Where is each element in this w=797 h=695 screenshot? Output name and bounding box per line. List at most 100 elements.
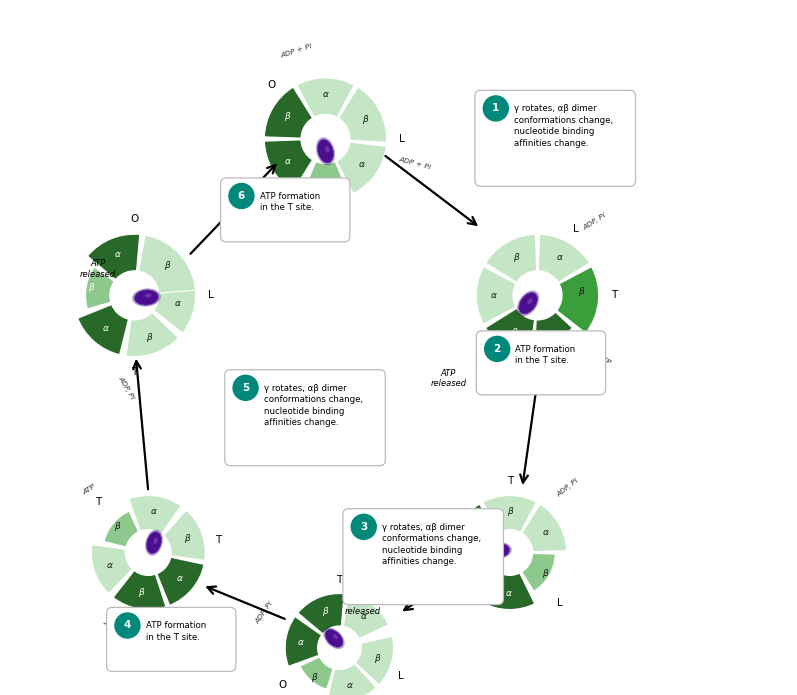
- Circle shape: [318, 626, 361, 669]
- Circle shape: [233, 375, 258, 400]
- Wedge shape: [104, 512, 139, 548]
- Text: ADP + Pi: ADP + Pi: [281, 42, 313, 58]
- Text: ATP formation
in the T site.: ATP formation in the T site.: [146, 621, 206, 641]
- Text: ADP, Pi: ADP, Pi: [583, 213, 607, 231]
- Wedge shape: [129, 496, 181, 535]
- Text: β: β: [512, 328, 517, 337]
- Text: ADP + Pi: ADP + Pi: [101, 619, 130, 646]
- Text: T: T: [336, 575, 343, 585]
- Ellipse shape: [325, 630, 343, 647]
- Wedge shape: [521, 504, 567, 552]
- Wedge shape: [521, 553, 556, 591]
- FancyBboxPatch shape: [225, 370, 385, 466]
- Wedge shape: [298, 594, 344, 635]
- Circle shape: [485, 336, 510, 361]
- Text: L: L: [399, 134, 405, 144]
- Text: T: T: [323, 211, 328, 220]
- Wedge shape: [296, 78, 354, 119]
- Wedge shape: [265, 140, 313, 191]
- Wedge shape: [485, 234, 536, 284]
- Text: ATP
released: ATP released: [80, 259, 116, 279]
- Text: T: T: [611, 291, 617, 300]
- Text: α: α: [556, 253, 563, 262]
- Text: T: T: [132, 367, 138, 377]
- Text: β: β: [362, 115, 367, 124]
- Wedge shape: [336, 142, 387, 193]
- Wedge shape: [337, 87, 387, 142]
- Text: ATP
released: ATP released: [430, 369, 466, 389]
- Wedge shape: [483, 496, 536, 534]
- Text: α: α: [359, 160, 364, 169]
- Text: ATP: ATP: [82, 483, 96, 496]
- Text: L: L: [573, 224, 579, 234]
- Text: β: β: [164, 261, 170, 270]
- FancyBboxPatch shape: [475, 90, 635, 186]
- Text: β: β: [322, 607, 328, 616]
- Ellipse shape: [528, 298, 532, 304]
- Text: 3: 3: [360, 522, 367, 532]
- Ellipse shape: [154, 538, 158, 544]
- Text: O: O: [434, 548, 442, 557]
- Text: β: β: [543, 569, 548, 578]
- Text: L: L: [398, 671, 404, 681]
- Text: β: β: [88, 284, 94, 292]
- Wedge shape: [139, 235, 195, 293]
- Text: α: α: [506, 589, 512, 598]
- Ellipse shape: [497, 547, 503, 550]
- Wedge shape: [483, 571, 535, 610]
- Text: O: O: [267, 80, 276, 90]
- Ellipse shape: [485, 542, 512, 559]
- Ellipse shape: [147, 532, 162, 554]
- Text: ADP, Pi: ADP, Pi: [556, 478, 579, 498]
- Circle shape: [483, 96, 508, 121]
- Text: ATP
released: ATP released: [344, 596, 380, 616]
- Text: β: β: [146, 332, 151, 341]
- Text: α: α: [490, 291, 497, 300]
- Text: T: T: [507, 476, 512, 486]
- Text: β: β: [184, 534, 190, 543]
- FancyBboxPatch shape: [343, 509, 504, 605]
- Text: α: α: [298, 638, 304, 647]
- Text: ATP formation
in the T site.: ATP formation in the T site.: [515, 345, 575, 365]
- Wedge shape: [538, 234, 589, 284]
- Ellipse shape: [324, 628, 344, 649]
- Circle shape: [513, 271, 562, 320]
- Circle shape: [110, 271, 159, 320]
- Wedge shape: [300, 656, 334, 689]
- Wedge shape: [328, 662, 376, 695]
- Wedge shape: [453, 553, 499, 601]
- Wedge shape: [88, 234, 139, 281]
- Text: α: α: [107, 562, 112, 571]
- Circle shape: [229, 183, 254, 208]
- Wedge shape: [556, 267, 599, 333]
- Ellipse shape: [145, 293, 151, 297]
- Ellipse shape: [132, 288, 161, 306]
- Wedge shape: [265, 87, 313, 138]
- Text: γ rotates, αβ dimer
conformations change,
nucleotide binding
affinities change.: γ rotates, αβ dimer conformations change…: [264, 384, 363, 427]
- Text: β: β: [323, 179, 328, 188]
- Wedge shape: [453, 504, 499, 552]
- Wedge shape: [92, 545, 134, 594]
- Text: ATP formation
in the T site.: ATP formation in the T site.: [260, 192, 320, 212]
- Text: O: O: [533, 367, 542, 377]
- Text: α: α: [115, 250, 121, 259]
- Text: 6: 6: [238, 191, 245, 201]
- Text: 1: 1: [493, 104, 500, 113]
- Wedge shape: [343, 594, 389, 639]
- Text: β: β: [507, 507, 512, 516]
- Text: α: α: [551, 332, 557, 341]
- Text: α: α: [542, 528, 548, 537]
- Text: β: β: [471, 569, 477, 578]
- Wedge shape: [285, 616, 323, 667]
- Text: ATP: ATP: [597, 354, 612, 366]
- Text: β: β: [579, 287, 584, 296]
- Text: L: L: [208, 291, 214, 300]
- Text: α: α: [175, 300, 181, 309]
- Circle shape: [351, 514, 376, 539]
- Text: γ rotates, αβ dimer
conformations change,
nucleotide binding
affinities change.: γ rotates, αβ dimer conformations change…: [514, 104, 613, 147]
- Text: β: β: [311, 673, 316, 682]
- Text: ADP, Pi: ADP, Pi: [255, 600, 275, 626]
- Text: 4: 4: [124, 621, 132, 630]
- Circle shape: [487, 530, 532, 575]
- Circle shape: [301, 115, 350, 163]
